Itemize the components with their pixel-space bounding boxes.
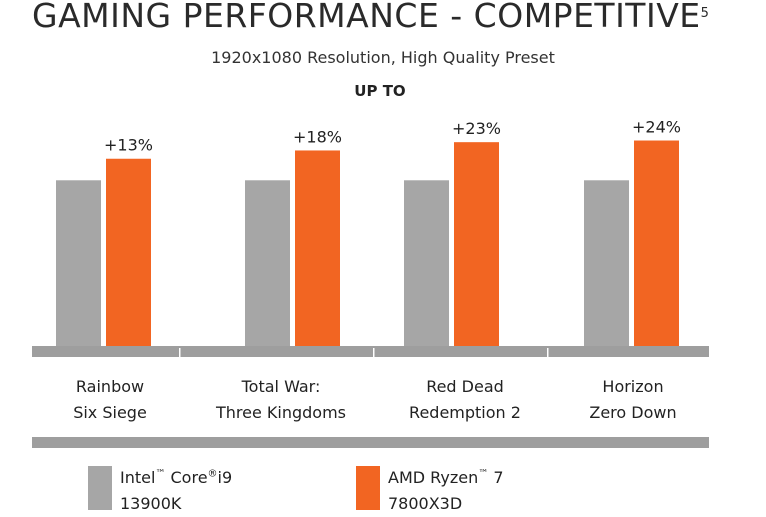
legend-label-line: 7800X3D [388, 494, 463, 513]
category-label-line: Total War: [241, 377, 321, 396]
x-axis-band [32, 346, 709, 357]
chart-title: GAMING PERFORMANCE - COMPETITIVE5 [32, 0, 709, 35]
legend-label-line: AMD Ryzen™ 7 [388, 468, 504, 487]
category-label-line: Rainbow [75, 377, 145, 396]
bar-amd-4 [634, 140, 679, 346]
category-label-line: Three Kingdoms [215, 403, 346, 422]
category-separator [373, 348, 375, 357]
up-to-note: UP TO [354, 82, 406, 100]
category-separator [179, 348, 181, 357]
bar-amd-2 [295, 150, 340, 346]
bottom-band [32, 437, 709, 448]
legend-swatch-intel [88, 466, 112, 510]
chart-title-text: GAMING PERFORMANCE - COMPETITIVE [32, 0, 701, 35]
category-label-rainbow-six-siege: Rainbow Six Siege [36, 374, 184, 426]
legend-swatch-amd [356, 466, 380, 510]
category-label-line: Horizon [602, 377, 664, 396]
data-label-4: +24% [632, 118, 681, 137]
bar-intel-1 [56, 180, 101, 346]
bar-amd-1 [106, 158, 151, 346]
data-label-2: +18% [293, 127, 342, 146]
category-label-line: Red Dead [426, 377, 504, 396]
chart-subtitle: 1920x1080 Resolution, High Quality Prese… [211, 48, 555, 67]
category-label-total-war: Total War: Three Kingdoms [201, 374, 361, 426]
data-label-3: +23% [452, 119, 501, 138]
legend-label-amd: AMD Ryzen™ 7 7800X3D [388, 465, 504, 517]
category-separator [547, 348, 549, 357]
category-label-horizon-zero-down: Horizon Zero Down [560, 374, 706, 426]
legend-label-line: Intel™ Core®i9 [120, 468, 233, 487]
bar-amd-3 [454, 142, 499, 346]
category-label-line: Redemption 2 [409, 403, 521, 422]
bar-intel-3 [404, 180, 449, 346]
bar-intel-2 [245, 180, 290, 346]
legend-label-line: 13900K [120, 494, 182, 513]
bar-intel-4 [584, 180, 629, 346]
category-label-line: Six Siege [73, 403, 147, 422]
category-label-line: Zero Down [589, 403, 677, 422]
data-label-1: +13% [104, 136, 153, 155]
legend-label-intel: Intel™ Core®i9 13900K [120, 465, 232, 517]
category-label-red-dead-redemption-2: Red Dead Redemption 2 [390, 374, 540, 426]
title-footnote-marker: 5 [700, 6, 710, 21]
